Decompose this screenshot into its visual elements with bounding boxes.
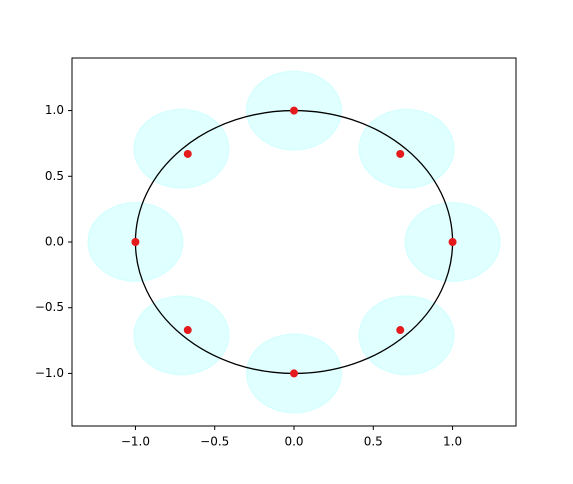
point bbox=[396, 326, 405, 335]
point bbox=[183, 326, 192, 335]
x-tick-label: 0.5 bbox=[364, 435, 383, 449]
point bbox=[448, 238, 457, 246]
point bbox=[290, 106, 298, 115]
point bbox=[396, 149, 405, 158]
y-tick-label: −1.0 bbox=[35, 366, 64, 380]
y-tick-label: 0.5 bbox=[45, 169, 64, 183]
y-tick-label: 1.0 bbox=[45, 103, 64, 117]
point bbox=[131, 238, 140, 246]
point bbox=[290, 369, 298, 378]
x-tick-label: −0.5 bbox=[200, 435, 229, 449]
x-tick-label: 1.0 bbox=[443, 435, 462, 449]
x-tick-label: −1.0 bbox=[121, 435, 150, 449]
y-tick-label: 0.0 bbox=[45, 235, 64, 249]
x-tick-label: 0.0 bbox=[284, 435, 303, 449]
y-tick-label: −0.5 bbox=[35, 300, 64, 314]
point bbox=[183, 149, 192, 158]
